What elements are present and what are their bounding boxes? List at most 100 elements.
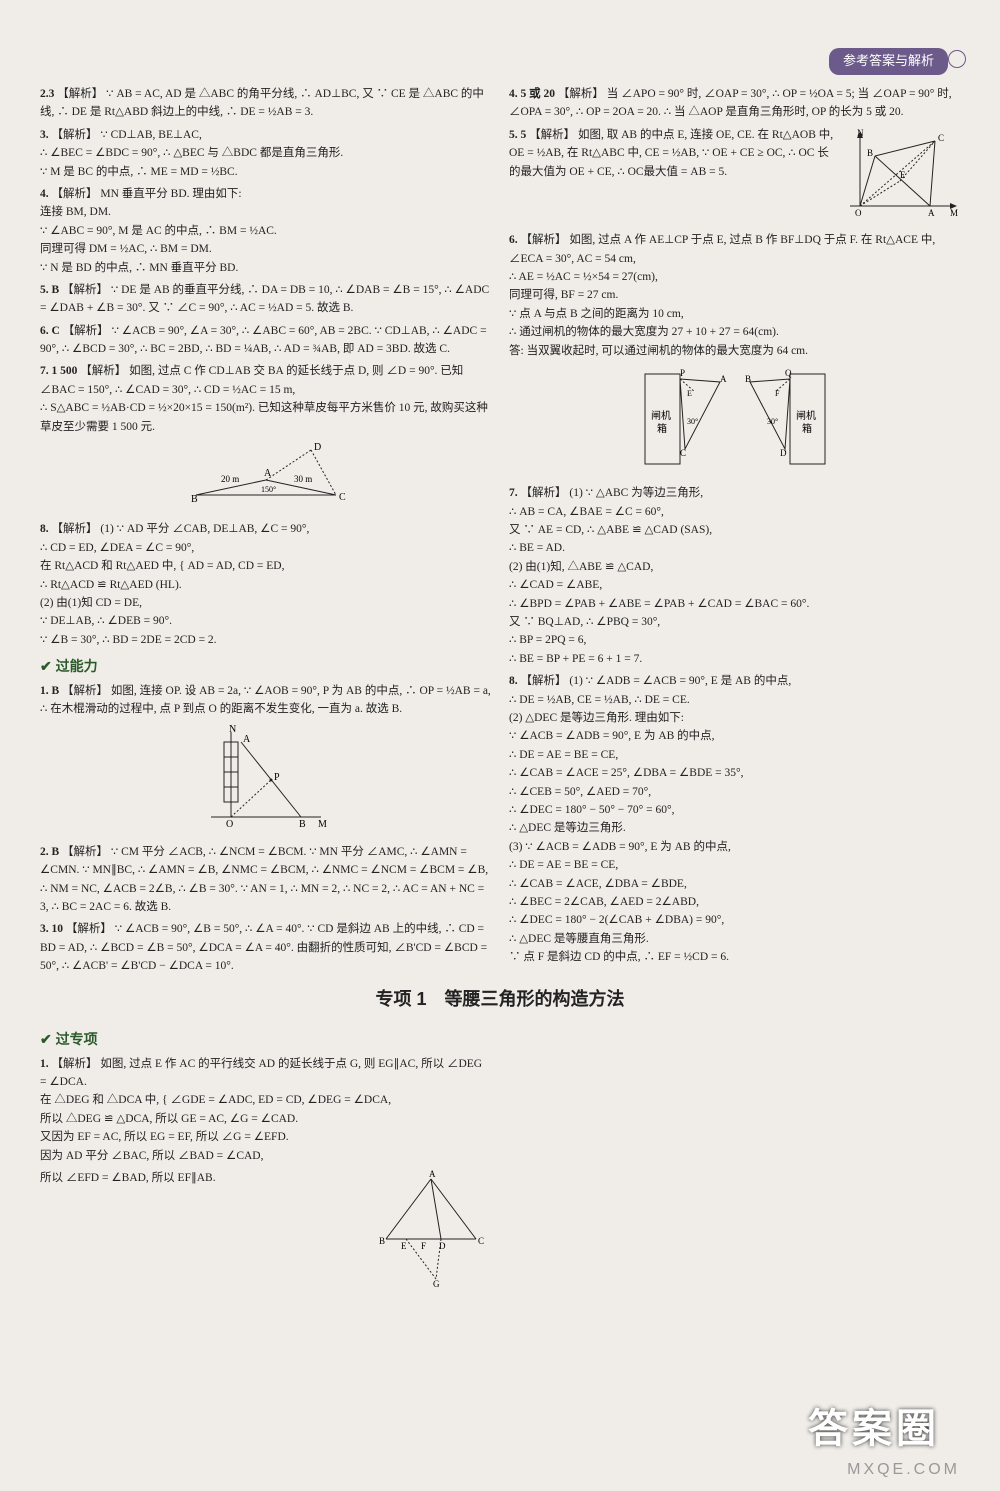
r6-num: 6. bbox=[509, 234, 518, 246]
g1-diagram: N A P O B M bbox=[40, 722, 491, 838]
q8-l4: ∵ DE⊥AB, ∴ ∠DEB = 90°. bbox=[40, 615, 172, 627]
r8-l2: (2) △DEC 是等边三角形. 理由如下: bbox=[509, 712, 684, 724]
svg-text:B: B bbox=[299, 819, 306, 830]
q4-l3: ∵ N 是 BD 的中点, ∴ MN 垂直平分 BD. bbox=[40, 262, 238, 274]
r6-l3: ∴ 通过闸机的物体的最大宽度为 27 + 10 + 27 = 64(cm). bbox=[509, 326, 779, 338]
q8-num: 8. bbox=[40, 523, 49, 535]
sp1-l1: 所以 △DEG ≌ △DCA, 所以 GE = AC, ∠G = ∠CAD. bbox=[40, 1113, 298, 1125]
g2-num: 2. B bbox=[40, 846, 59, 858]
q7-diagram: B A C D 20 m 30 m 150° bbox=[40, 440, 491, 516]
r8-l5: ∴ ∠CAB = ∠ACE = 25°, ∠DBA = ∠BDE = 35°, bbox=[509, 767, 744, 779]
r6-label: 【解析】 bbox=[521, 234, 567, 246]
q6: 6. C 【解析】 ∵ ∠ACB = 90°, ∠A = 30°, ∴ ∠ABC… bbox=[40, 322, 491, 359]
svg-text:D: D bbox=[780, 448, 787, 458]
r6-diagram: P A B Q E F 30° 30° C D 闸机 箱 闸机 箱 bbox=[509, 364, 960, 480]
q3-label: 【解析】 bbox=[52, 129, 98, 141]
q5: 5. B 【解析】 ∵ DE 是 AB 的垂直平分线, ∴ DA = DB = … bbox=[40, 281, 491, 318]
g2-text: ∵ CM 平分 ∠ACB, ∴ ∠NCM = ∠BCM. ∵ MN 平分 ∠AM… bbox=[40, 846, 488, 913]
svg-text:P: P bbox=[680, 368, 685, 378]
special-title: 专项 1 等腰三角形的构造方法 bbox=[40, 985, 960, 1014]
sp1-right: A B E F D C G 所以 ∠EFD = ∠BAD, 所以 EF∥AB. bbox=[40, 1169, 491, 1295]
sp1-label: 【解析】 bbox=[52, 1058, 98, 1070]
q8-p1: (1) ∵ AD 平分 ∠CAB, DE⊥AB, ∠C = 90°, bbox=[100, 523, 309, 535]
r7: 7. 【解析】 (1) ∵ △ABC 为等边三角形, ∴ AB = CA, ∠B… bbox=[509, 484, 960, 668]
q8-label: 【解析】 bbox=[52, 523, 98, 535]
q4-l0: 连接 BM, DM. bbox=[40, 206, 111, 218]
section-guozhuanxiang: 过专项 bbox=[40, 1028, 491, 1050]
svg-text:闸机: 闸机 bbox=[796, 409, 816, 422]
svg-text:E: E bbox=[687, 389, 692, 398]
q8: 8. 【解析】 (1) ∵ AD 平分 ∠CAB, DE⊥AB, ∠C = 90… bbox=[40, 520, 491, 649]
r5: N C B E O A M 5. 5 【解析】 如图, 取 AB 的中点 E, … bbox=[509, 126, 960, 227]
q8-l5: ∵ ∠B = 30°, ∴ BD = 2DE = 2CD = 2. bbox=[40, 634, 217, 646]
r4-num: 4. 5 或 20 bbox=[509, 88, 555, 100]
svg-text:A: A bbox=[720, 374, 727, 384]
r7-l4: (2) 由(1)知, △ABE ≌ △CAD, bbox=[509, 561, 653, 573]
svg-text:B: B bbox=[867, 148, 873, 158]
svg-text:A: A bbox=[264, 468, 272, 479]
q7-num: 7. 1 500 bbox=[40, 365, 77, 377]
sp1-text: 如图, 过点 E 作 AC 的平行线交 AD 的延长线于点 G, 则 EG∥AC… bbox=[40, 1058, 482, 1088]
r8-label: 【解析】 bbox=[521, 675, 567, 687]
r8-l4: ∴ DE = AE = BE = CE, bbox=[509, 749, 618, 761]
q8-l0: ∴ CD = ED, ∠DEA = ∠C = 90°, bbox=[40, 542, 194, 554]
q5-label: 【解析】 bbox=[62, 284, 108, 296]
svg-text:D: D bbox=[314, 442, 321, 453]
svg-text:O: O bbox=[226, 819, 233, 830]
r8-l0: (1) ∵ ∠ADB = ∠ACB = 90°, E 是 AB 的中点, bbox=[569, 675, 791, 687]
svg-text:M: M bbox=[318, 819, 327, 830]
r6-l0: ∴ AE = ½AC = ½×54 = 27(cm), bbox=[509, 271, 658, 283]
r5-num: 5. 5 bbox=[509, 129, 526, 141]
r4: 4. 5 或 20 【解析】 当 ∠APO = 90° 时, ∠OAP = 30… bbox=[509, 85, 960, 122]
svg-text:E: E bbox=[401, 1241, 407, 1251]
r7-l9: ∴ BE = BP + PE = 6 + 1 = 7. bbox=[509, 653, 642, 665]
sp1: 1. 【解析】 如图, 过点 E 作 AC 的平行线交 AD 的延长线于点 G,… bbox=[40, 1055, 491, 1165]
r8-l7: ∴ ∠DEC = 180° − 50° − 70° = 60°, bbox=[509, 804, 674, 816]
r7-l7: 又 ∵ BQ⊥AD, ∴ ∠PBQ = 30°, bbox=[509, 616, 660, 628]
svg-text:箱: 箱 bbox=[802, 422, 812, 435]
r3-label: 【解析】 bbox=[66, 923, 112, 935]
q8-l3: (2) 由(1)知 CD = DE, bbox=[40, 597, 142, 609]
g1: 1. B 【解析】 如图, 连接 OP. 设 AB = 2a, ∵ ∠AOB =… bbox=[40, 682, 491, 839]
q3-num: 3. bbox=[40, 129, 49, 141]
q3-l2: ∵ M 是 BC 的中点, ∴ ME = MD = ½BC. bbox=[40, 166, 238, 178]
section-guonengli: 过能力 bbox=[40, 655, 491, 677]
svg-text:M: M bbox=[950, 208, 958, 218]
svg-text:30°: 30° bbox=[767, 417, 778, 426]
g2: 2. B 【解析】 ∵ CM 平分 ∠ACB, ∴ ∠NCM = ∠BCM. ∵… bbox=[40, 843, 491, 917]
r4-label: 【解析】 bbox=[558, 88, 604, 100]
svg-text:箱: 箱 bbox=[657, 422, 667, 435]
sp1-rtext: 所以 ∠EFD = ∠BAD, 所以 EF∥AB. bbox=[40, 1172, 216, 1184]
r7-l2: 又 ∵ AE = CD, ∴ △ABE ≌ △CAD (SAS), bbox=[509, 524, 712, 536]
r8-l14: ∴ △DEC 是等腰直角三角形. bbox=[509, 933, 649, 945]
r6-l2: ∵ 点 A 与点 B 之间的距离为 10 cm, bbox=[509, 308, 684, 320]
sp1-l3: 因为 AD 平分 ∠BAC, 所以 ∠BAD = ∠CAD, bbox=[40, 1150, 264, 1162]
r6-text: 如图, 过点 A 作 AE⊥CP 于点 E, 过点 B 作 BF⊥DQ 于点 F… bbox=[509, 234, 935, 264]
q8-l1: 在 Rt△ACD 和 Rt△AED 中, { AD = AD, CD = ED, bbox=[40, 560, 284, 572]
r8-l13: ∴ ∠DEC = 180° − 2(∠CAB + ∠DBA) = 90°, bbox=[509, 914, 724, 926]
q3-l0: ∵ CD⊥AB, BE⊥AC, bbox=[100, 129, 201, 141]
r8: 8. 【解析】 (1) ∵ ∠ADB = ∠ACB = 90°, E 是 AB … bbox=[509, 672, 960, 966]
r8-l8: ∴ △DEC 是等边三角形. bbox=[509, 822, 626, 834]
q3: 3. 【解析】 ∵ CD⊥AB, BE⊥AC, ∴ ∠BEC = ∠BDC = … bbox=[40, 126, 491, 181]
q7-label: 【解析】 bbox=[80, 365, 126, 377]
q8-l2: ∴ Rt△ACD ≌ Rt△AED (HL). bbox=[40, 579, 182, 591]
r8-l9: (3) ∵ ∠ACB = ∠ADB = 90°, E 为 AB 的中点, bbox=[509, 841, 731, 853]
q4-l2: 同理可得 DM = ½AC, ∴ BM = DM. bbox=[40, 243, 212, 255]
r8-l3: ∵ ∠ACB = ∠ADB = 90°, E 为 AB 的中点, bbox=[509, 730, 715, 742]
header-tag: 参考答案与解析 bbox=[829, 48, 948, 75]
r3-num: 3. 10 bbox=[40, 923, 63, 935]
svg-text:E: E bbox=[900, 170, 906, 180]
watermark-sub: MXQE.COM bbox=[847, 1457, 960, 1483]
svg-text:N: N bbox=[229, 724, 236, 735]
q4-title: MN 垂直平分 BD. 理由如下: bbox=[100, 188, 241, 200]
svg-text:F: F bbox=[775, 389, 780, 398]
r7-l3: ∴ BE = AD. bbox=[509, 542, 565, 554]
g1-label: 【解析】 bbox=[62, 685, 108, 697]
watermark-main: 答案圈 bbox=[808, 1397, 940, 1461]
svg-text:G: G bbox=[433, 1279, 440, 1289]
q6-num: 6. C bbox=[40, 325, 60, 337]
svg-text:B: B bbox=[745, 374, 751, 384]
r8-l15: ∵ 点 F 是斜边 CD 的中点, ∴ EF = ½CD = 6. bbox=[509, 951, 729, 963]
r8-l6: ∴ ∠CEB = 50°, ∠AED = 70°, bbox=[509, 786, 651, 798]
